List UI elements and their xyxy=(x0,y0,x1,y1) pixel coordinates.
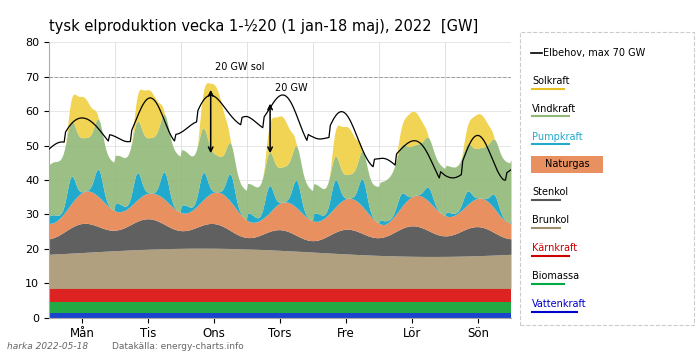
Text: Kärnkraft: Kärnkraft xyxy=(532,243,577,253)
Text: Solkraft: Solkraft xyxy=(532,76,570,86)
Text: Elbehov, max 70 GW: Elbehov, max 70 GW xyxy=(543,48,645,58)
Text: 20 GW sol: 20 GW sol xyxy=(216,62,265,72)
Text: Vindkraft: Vindkraft xyxy=(532,104,576,114)
Text: Biomassa: Biomassa xyxy=(532,271,579,281)
Text: Vattenkraft: Vattenkraft xyxy=(532,299,587,309)
Text: Brunkol: Brunkol xyxy=(532,215,569,225)
Text: Datakälla: energy-charts.info: Datakälla: energy-charts.info xyxy=(112,342,244,352)
Text: Stenkol: Stenkol xyxy=(532,187,568,197)
Text: tysk elproduktion vecka 1-½20 (1 jan-18 maj), 2022  [GW]: tysk elproduktion vecka 1-½20 (1 jan-18 … xyxy=(49,19,478,34)
Text: 20 GW: 20 GW xyxy=(274,83,307,92)
Text: Naturgas: Naturgas xyxy=(545,160,589,169)
Text: harka 2022-05-18: harka 2022-05-18 xyxy=(7,342,88,352)
Text: Pumpkraft: Pumpkraft xyxy=(532,132,582,142)
